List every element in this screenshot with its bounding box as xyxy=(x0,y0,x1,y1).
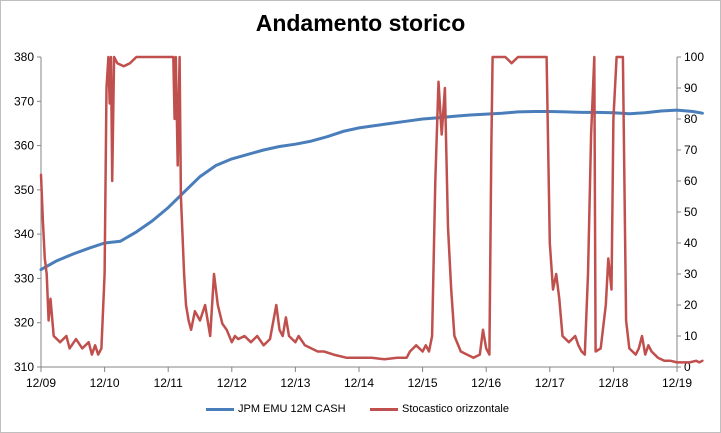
left-y-tick-label: 320 xyxy=(14,316,34,330)
x-tick-label: 12/16 xyxy=(471,376,501,390)
left-y-tick-label: 380 xyxy=(14,50,34,64)
series-line-jpm-emu xyxy=(39,108,704,272)
right-y-tick-label: 0 xyxy=(684,360,691,374)
x-tick-label: 12/13 xyxy=(280,376,310,390)
chart-title: Andamento storico xyxy=(255,10,466,36)
left-y-tick-label: 340 xyxy=(14,227,34,241)
left-y-tick-label: 330 xyxy=(14,271,34,285)
right-y-tick-label: 100 xyxy=(684,50,704,64)
right-y-tick-label: 20 xyxy=(684,298,698,312)
left-y-tick-label: 310 xyxy=(14,360,34,374)
legend-label-series-1: JPM EMU 12M CASH xyxy=(238,403,346,415)
right-y-tick-label: 80 xyxy=(684,112,698,126)
right-y-tick-label: 50 xyxy=(684,205,698,219)
x-tick-label: 12/14 xyxy=(344,376,374,390)
left-y-tick-label: 360 xyxy=(14,139,34,153)
right-y-tick-label: 60 xyxy=(684,174,698,188)
x-tick-label: 12/10 xyxy=(90,376,120,390)
right-y-tick-label: 10 xyxy=(684,329,698,343)
x-tick-label: 12/12 xyxy=(217,376,247,390)
legend-item-series-2: Stocastico orizzontale xyxy=(370,403,509,415)
x-tick-label: 12/15 xyxy=(408,376,438,390)
x-tick-label: 12/09 xyxy=(26,376,56,390)
right-y-tick-label: 40 xyxy=(684,236,698,250)
x-tick-label: 12/17 xyxy=(535,376,565,390)
right-y-tick-label: 70 xyxy=(684,143,698,157)
chart-legend: JPM EMU 12M CASH Stocastico orizzontale xyxy=(0,403,721,421)
right-y-tick-label: 30 xyxy=(684,267,698,281)
series-line-stocastico xyxy=(39,55,704,364)
legend-swatch-blue xyxy=(206,407,234,411)
left-y-tick-label: 370 xyxy=(14,94,34,108)
legend-label-series-2: Stocastico orizzontale xyxy=(402,403,509,415)
left-y-tick-label: 350 xyxy=(14,183,34,197)
legend-item-series-1: JPM EMU 12M CASH xyxy=(206,403,346,415)
x-tick-label: 12/19 xyxy=(662,376,692,390)
x-tick-label: 12/11 xyxy=(154,376,183,390)
right-y-tick-label: 90 xyxy=(684,81,698,95)
x-tick-label: 12/18 xyxy=(598,376,628,390)
legend-swatch-red xyxy=(370,407,398,411)
